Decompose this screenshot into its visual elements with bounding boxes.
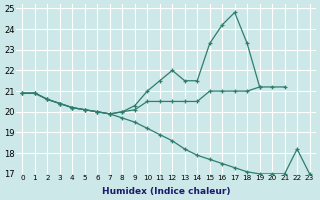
X-axis label: Humidex (Indice chaleur): Humidex (Indice chaleur) <box>102 187 230 196</box>
